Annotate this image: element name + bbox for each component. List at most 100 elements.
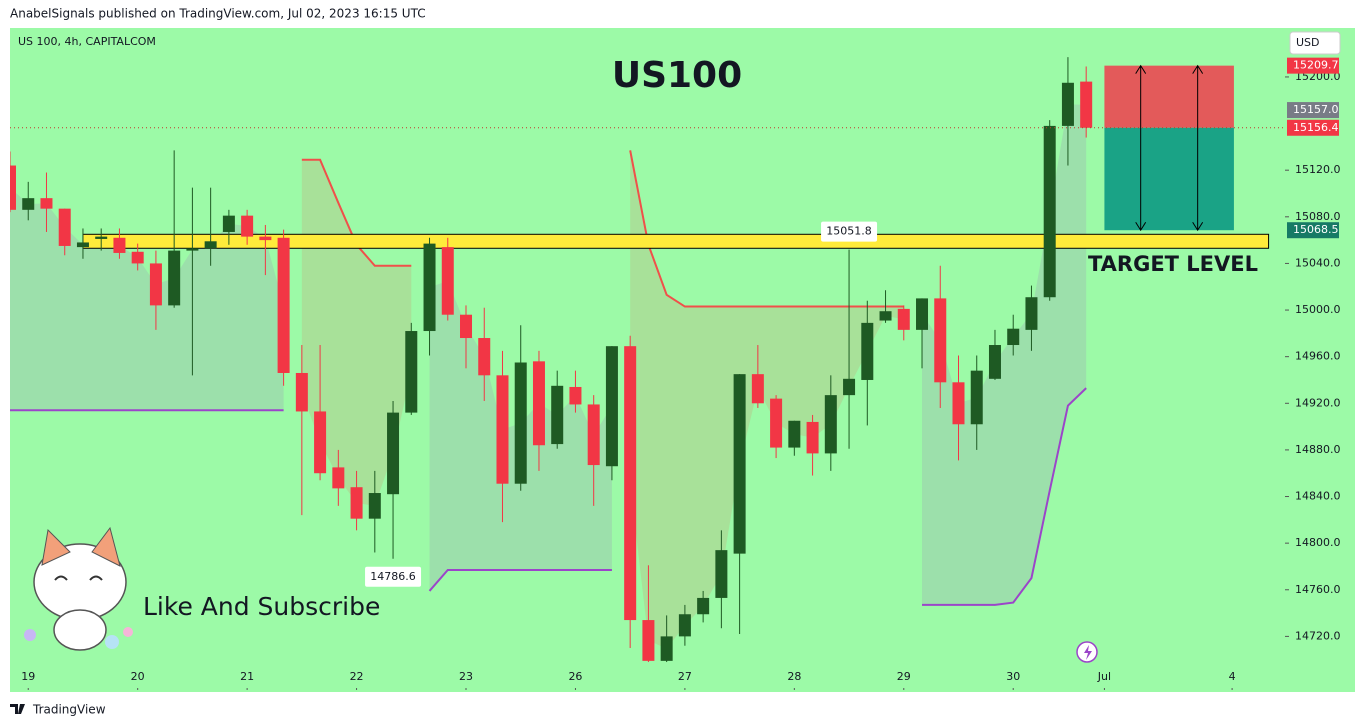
- y-tick-label: 14920.0: [1295, 396, 1341, 409]
- candle-body: [314, 411, 327, 474]
- price-callout-box: [365, 566, 422, 587]
- candle-body: [441, 247, 454, 315]
- trend-line: [10, 387, 1087, 606]
- candle-body: [277, 237, 290, 373]
- y-tick-label: 14720.0: [1295, 629, 1341, 642]
- candle-body: [569, 386, 582, 405]
- y-tick-label: 15040.0: [1295, 256, 1341, 269]
- candle-body: [149, 263, 162, 306]
- stop-price-label: 15209.7: [1293, 59, 1339, 72]
- candle-body: [1007, 328, 1020, 346]
- y-tick-label: 14840.0: [1295, 490, 1341, 503]
- x-tick-label: 27: [678, 670, 692, 683]
- range-arrow: [1135, 64, 1147, 232]
- range-arrow: [1192, 64, 1204, 232]
- x-tick-label: 19: [21, 670, 35, 683]
- publish-header: AnabelSignals published on TradingView.c…: [10, 7, 426, 21]
- candle-body: [861, 322, 874, 380]
- candle-body: [204, 241, 217, 249]
- candle-body: [22, 198, 35, 210]
- currency-label[interactable]: USD: [1296, 36, 1320, 49]
- candle-body: [697, 597, 710, 615]
- x-tick-label: 26: [568, 670, 582, 683]
- profit-area: [1104, 127, 1234, 231]
- candle-body: [733, 374, 746, 554]
- candle-body: [934, 298, 947, 383]
- candle-body: [350, 487, 363, 519]
- candle-body: [624, 346, 637, 621]
- candle-body: [168, 250, 181, 306]
- price-callout: 15051.8: [826, 225, 872, 238]
- target-price-label: 15068.5: [1293, 223, 1339, 236]
- brand-label: TradingView: [32, 703, 106, 717]
- footer-bar: [0, 692, 1355, 727]
- candle-body: [186, 248, 199, 251]
- candle-body: [952, 382, 965, 425]
- candle-body: [660, 636, 673, 661]
- x-tick-label: Jul: [1097, 670, 1111, 683]
- x-tick-label: 4: [1229, 670, 1236, 683]
- trend-fill: [922, 104, 1087, 605]
- y-tick-label: 14800.0: [1295, 536, 1341, 549]
- candle-body: [897, 308, 910, 330]
- target-zone: [82, 233, 1270, 249]
- x-tick-label: 22: [350, 670, 364, 683]
- alert-icon: [1076, 641, 1098, 663]
- last-price-label-box: [1287, 102, 1339, 119]
- x-tick-label: 21: [240, 670, 254, 683]
- plot-layer: [10, 57, 1285, 663]
- last-price-label: 15157.0: [1293, 103, 1339, 116]
- candle-body: [514, 362, 527, 484]
- candle-body: [76, 242, 89, 248]
- candle-body: [295, 372, 308, 412]
- candle-body: [131, 251, 144, 264]
- close-price-label: 15156.4: [1293, 121, 1339, 134]
- candle-body: [10, 165, 16, 210]
- candle-body: [496, 375, 509, 484]
- candle-body: [460, 314, 473, 339]
- symbol-label: US 100, 4h, CAPITALCOM: [18, 35, 156, 48]
- x-tick-label: 29: [897, 670, 911, 683]
- candle-body: [423, 243, 436, 332]
- candle-body: [988, 345, 1001, 379]
- candle-body: [113, 237, 126, 253]
- y-tick-label: 15120.0: [1295, 163, 1341, 176]
- chart-title: US100: [612, 55, 742, 96]
- x-tick-label: 30: [1006, 670, 1020, 683]
- candle-body: [824, 395, 837, 454]
- candle-body: [1061, 82, 1074, 126]
- candle-body: [642, 620, 655, 661]
- currency-box[interactable]: [1289, 31, 1341, 55]
- price-callout: 14786.6: [370, 570, 416, 583]
- x-tick-label: 20: [131, 670, 145, 683]
- subscribe-annotation: Like And Subscribe: [143, 592, 380, 621]
- candle-body: [478, 338, 491, 376]
- target-price-label-box: [1287, 222, 1339, 239]
- candle-body: [222, 215, 235, 232]
- target-annotation: TARGET LEVEL: [1088, 252, 1258, 276]
- cat-sticker: [24, 526, 133, 651]
- y-tick-label: 15000.0: [1295, 303, 1341, 316]
- candle-body: [770, 398, 783, 448]
- y-tick-label: 14760.0: [1295, 583, 1341, 596]
- candle-body: [368, 493, 381, 519]
- candle-body: [843, 378, 856, 396]
- candle-body: [532, 361, 545, 446]
- candle-body: [387, 412, 400, 495]
- candle-body: [58, 208, 71, 246]
- candle-body: [678, 614, 691, 637]
- candle-body: [1025, 297, 1038, 330]
- candle-body: [715, 550, 728, 598]
- candle-body: [551, 385, 564, 445]
- y-tick-label: 14960.0: [1295, 350, 1341, 363]
- candle-body: [405, 331, 418, 413]
- trend-fill: [630, 150, 904, 649]
- candle-body: [605, 346, 618, 467]
- close-price-label-box: [1287, 119, 1339, 136]
- stop-price-label-box: [1287, 57, 1339, 74]
- candle-body: [1080, 81, 1093, 128]
- candle-body: [259, 236, 272, 241]
- candle-body: [751, 374, 764, 404]
- x-tick-label: 23: [459, 670, 473, 683]
